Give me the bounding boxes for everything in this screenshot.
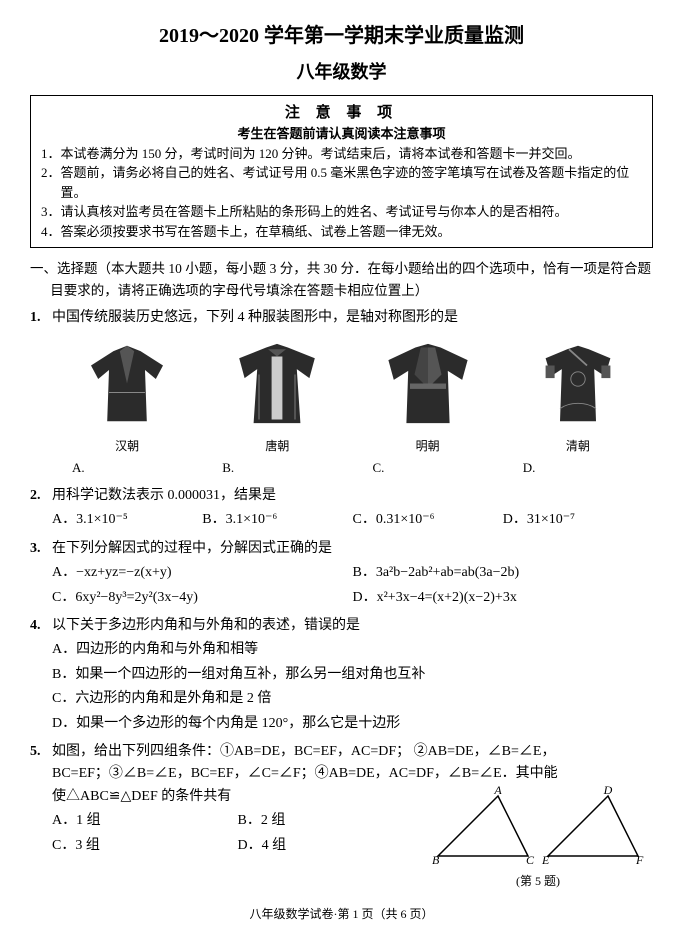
- q4-num: 4.: [30, 615, 52, 735]
- q3-text: 在下列分解因式的过程中，分解因式正确的是: [52, 538, 653, 560]
- q1-letter-b: B.: [202, 458, 352, 479]
- robe-icon: [383, 336, 473, 431]
- q3-row1: A．−xz+yz=−z(x+y) B．3a²b−2ab²+ab=ab(3a−2b…: [52, 562, 653, 584]
- q2-opt-d: D．31×10⁻⁷: [503, 509, 653, 531]
- q1-letter-d: D.: [503, 458, 653, 479]
- q1-figures: 汉朝 唐朝 明: [52, 336, 653, 456]
- triangle-diagram-icon: A B C D E F: [428, 786, 648, 866]
- robe-icon: [232, 336, 322, 431]
- q5-opt-c: C．3 组: [52, 835, 238, 857]
- notice-item-2: 2．答题前，请务必将自己的姓名、考试证号用 0.5 毫米黑色字迹的签字笔填写在试…: [41, 163, 642, 202]
- notice-item-4: 4．答案必须按要求书写在答题卡上，在草稿纸、试卷上答题一律无效。: [41, 222, 642, 242]
- q5-row1: A．1 组 B．2 组: [52, 810, 423, 832]
- q5-num: 5.: [30, 741, 52, 891]
- q3-opt-b: B．3a²b−2ab²+ab=ab(3a−2b): [353, 562, 654, 584]
- label-C: C: [526, 853, 535, 866]
- q4-opt-b: B．如果一个四边形的一组对角互补，那么另一组对角也互补: [52, 664, 653, 686]
- q1-label-3: 清朝: [533, 437, 623, 456]
- q2-opt-a: A．3.1×10⁻⁵: [52, 509, 202, 531]
- q4-opt-a: A．四边形的内角和与外角和相等: [52, 639, 653, 661]
- q5-text-l2: BC=EF；③∠B=∠E，BC=EF，∠C=∠F；④AB=DE，AC=DF，∠B…: [52, 763, 653, 785]
- question-1: 1. 中国传统服装历史悠远，下列 4 种服装图形中，是轴对称图形的是 汉朝: [30, 307, 653, 479]
- section-1-head: 一、选择题（本大题共 10 小题，每小题 3 分，共 30 分．在每小题给出的四…: [30, 258, 653, 301]
- notice-box: 注 意 事 项 考生在答题前请认真阅读本注意事项 1．本试卷满分为 150 分，…: [30, 95, 653, 249]
- notice-item-1: 1．本试卷满分为 150 分，考试时间为 120 分钟。考试结束后，请将本试卷和…: [41, 144, 642, 164]
- q3-row2: C．6xy²−8y³=2y²(3x−4y) D．x²+3x−4=(x+2)(x−…: [52, 587, 653, 609]
- q5-opt-a: A．1 组: [52, 810, 238, 832]
- q1-fig-han: 汉朝: [82, 336, 172, 456]
- label-F: F: [635, 853, 644, 866]
- q5-fig-caption: (第 5 题): [423, 872, 653, 891]
- notice-item-3: 3．请认真核对监考员在答题卡上所粘贴的条形码上的姓名、考试证号与你本人的是否相符…: [41, 202, 642, 222]
- sub-title: 八年级数学: [30, 58, 653, 87]
- q1-text: 中国传统服装历史悠远，下列 4 种服装图形中，是轴对称图形的是: [52, 307, 653, 329]
- q1-fig-ming: 明朝: [383, 336, 473, 456]
- q5-figure: A B C D E F (第 5 题): [423, 786, 653, 891]
- main-title: 2019～2020 学年第一学期末学业质量监测: [30, 20, 653, 52]
- q1-label-2: 明朝: [383, 437, 473, 456]
- robe-icon: [82, 336, 172, 431]
- q4-opt-d: D．如果一个多边形的每个内角是 120°，那么它是十边形: [52, 713, 653, 735]
- question-4: 4. 以下关于多边形内角和与外角和的表述，错误的是 A．四边形的内角和与外角和相…: [30, 615, 653, 735]
- q4-text: 以下关于多边形内角和与外角和的表述，错误的是: [52, 615, 653, 637]
- q1-letter-row: A. B. C. D.: [52, 458, 653, 479]
- question-2: 2. 用科学记数法表示 0.000031，结果是 A．3.1×10⁻⁵ B．3.…: [30, 485, 653, 532]
- q3-opt-a: A．−xz+yz=−z(x+y): [52, 562, 353, 584]
- label-E: E: [541, 853, 550, 866]
- q1-fig-qing: 清朝: [533, 336, 623, 456]
- q5-text-l3: 使△ABC≌△DEF 的条件共有: [52, 786, 423, 808]
- q1-label-0: 汉朝: [82, 437, 172, 456]
- notice-heading: 注 意 事 项: [41, 102, 642, 125]
- q2-opt-c: C．0.31×10⁻⁶: [353, 509, 503, 531]
- notice-subheading: 考生在答题前请认真阅读本注意事项: [41, 124, 642, 144]
- q1-letter-c: C.: [353, 458, 503, 479]
- q3-opt-c: C．6xy²−8y³=2y²(3x−4y): [52, 587, 353, 609]
- label-A: A: [493, 786, 502, 797]
- q2-opt-b: B．3.1×10⁻⁶: [202, 509, 352, 531]
- q1-label-1: 唐朝: [232, 437, 322, 456]
- q4-options: A．四边形的内角和与外角和相等 B．如果一个四边形的一组对角互补，那么另一组对角…: [52, 639, 653, 735]
- question-3: 3. 在下列分解因式的过程中，分解因式正确的是 A．−xz+yz=−z(x+y)…: [30, 538, 653, 609]
- page-footer: 八年级数学试卷·第 1 页（共 6 页）: [30, 905, 653, 924]
- q4-opt-c: C．六边形的内角和是外角和是 2 倍: [52, 688, 653, 710]
- label-B: B: [432, 853, 440, 866]
- q2-text: 用科学记数法表示 0.000031，结果是: [52, 485, 653, 507]
- q5-row2: C．3 组 D．4 组: [52, 835, 423, 857]
- q3-num: 3.: [30, 538, 52, 609]
- q1-letter-a: A.: [52, 458, 202, 479]
- q1-num: 1.: [30, 307, 52, 479]
- q2-num: 2.: [30, 485, 52, 532]
- q1-fig-tang: 唐朝: [232, 336, 322, 456]
- robe-icon: [533, 336, 623, 431]
- question-5: 5. 如图，给出下列四组条件：①AB=DE，BC=EF，AC=DF； ②AB=D…: [30, 741, 653, 891]
- q2-options: A．3.1×10⁻⁵ B．3.1×10⁻⁶ C．0.31×10⁻⁶ D．31×1…: [52, 509, 653, 531]
- q5-text-l1: 如图，给出下列四组条件：①AB=DE，BC=EF，AC=DF； ②AB=DE，∠…: [52, 741, 653, 763]
- label-D: D: [603, 786, 613, 797]
- q3-opt-d: D．x²+3x−4=(x+2)(x−2)+3x: [353, 587, 654, 609]
- q5-opt-b: B．2 组: [238, 810, 424, 832]
- q5-opt-d: D．4 组: [238, 835, 424, 857]
